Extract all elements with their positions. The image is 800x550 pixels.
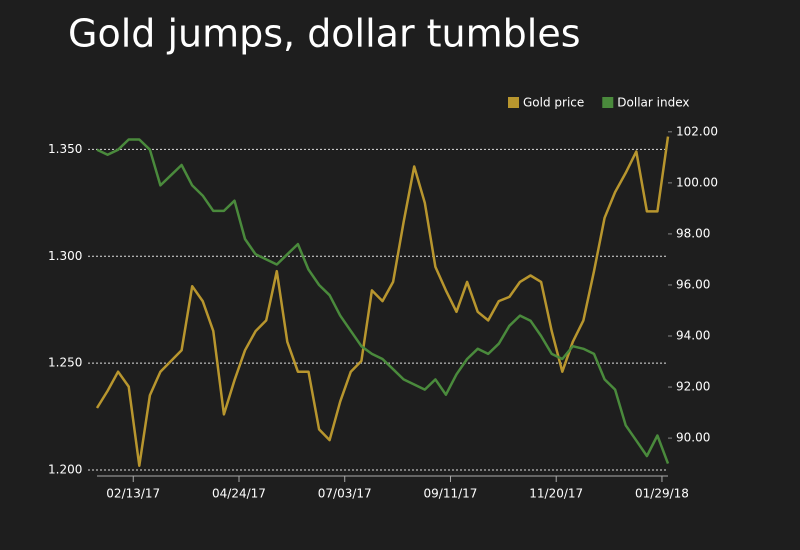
y-tick-label: 1.300: [48, 249, 82, 263]
series-line: [95, 136, 670, 467]
y2-tick-label: 96.00: [676, 277, 710, 291]
y-tick-label: 1.250: [48, 356, 82, 370]
legend-swatch: [508, 97, 519, 108]
legend-swatch: [602, 97, 614, 108]
legend-label: Dollar index: [617, 96, 689, 110]
y2-tick-label: 92.00: [676, 380, 710, 394]
chart-title: Gold jumps, dollar tumbles: [68, 12, 581, 56]
y2-tick-label: 98.00: [676, 226, 710, 240]
y2-tick-label: 100.00: [676, 175, 718, 189]
x-tick-label: 11/20/17: [529, 487, 583, 501]
legend-label: Gold price: [523, 96, 584, 110]
x-tick-label: 02/13/17: [106, 487, 160, 501]
y2-tick-label: 94.00: [676, 329, 710, 343]
x-tick-label: 01/29/18: [635, 487, 689, 501]
y2-tick-label: 90.00: [676, 431, 710, 445]
x-tick-label: 04/24/17: [212, 487, 266, 501]
series-line: [96, 138, 670, 465]
y-tick-label: 1.350: [48, 142, 82, 156]
x-tick-label: 07/03/17: [318, 487, 372, 501]
y2-tick-label: 102.00: [676, 124, 718, 138]
y-tick-label: 1.200: [48, 463, 82, 477]
x-tick-label: 09/11/17: [424, 487, 478, 501]
